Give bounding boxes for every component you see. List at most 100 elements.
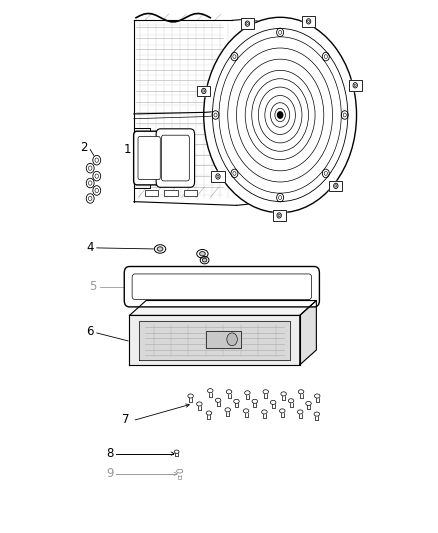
Bar [302,16,315,27]
Bar [272,402,275,408]
Ellipse shape [197,402,202,406]
Ellipse shape [245,70,315,160]
Bar [175,451,178,456]
Circle shape [245,21,250,26]
FancyBboxPatch shape [132,274,311,300]
Ellipse shape [297,410,303,414]
Circle shape [146,148,148,151]
Bar [349,80,362,91]
Ellipse shape [314,394,320,398]
Bar [164,190,177,196]
Bar [246,393,249,399]
Ellipse shape [206,411,212,415]
Circle shape [322,169,329,177]
Circle shape [93,185,101,195]
Ellipse shape [234,399,239,403]
Polygon shape [300,301,316,365]
Circle shape [227,333,237,346]
Text: 1: 1 [124,143,131,156]
Ellipse shape [197,249,208,258]
Circle shape [341,111,348,119]
Circle shape [231,52,238,61]
Circle shape [146,180,148,183]
Bar [241,18,254,29]
Ellipse shape [188,394,193,398]
Bar [184,190,197,196]
Polygon shape [139,321,290,360]
Bar [300,392,303,398]
Bar [164,190,177,196]
Ellipse shape [157,247,163,251]
Polygon shape [130,316,300,365]
Circle shape [86,193,94,203]
Ellipse shape [225,408,230,412]
Ellipse shape [281,392,286,396]
Ellipse shape [212,28,348,201]
Text: 7: 7 [122,413,130,426]
Circle shape [146,140,148,143]
Circle shape [86,178,94,188]
Bar [212,171,225,182]
Ellipse shape [200,252,205,256]
Bar [145,190,158,196]
Circle shape [307,19,311,24]
Bar [241,18,254,29]
Circle shape [86,164,94,173]
Bar [264,392,267,398]
Bar [253,401,256,407]
Polygon shape [134,128,150,188]
Circle shape [278,112,283,118]
Bar [217,400,219,406]
Bar [197,86,210,96]
Ellipse shape [177,470,183,473]
Circle shape [216,174,220,179]
Bar [208,413,211,419]
Polygon shape [134,19,315,203]
Bar [184,190,197,196]
Text: 2: 2 [80,141,87,154]
Bar [197,86,210,96]
Text: 6: 6 [86,325,94,338]
Bar [329,181,343,191]
Ellipse shape [275,108,286,122]
Bar [206,331,241,348]
Ellipse shape [202,259,207,262]
Ellipse shape [288,399,294,403]
Circle shape [93,156,101,165]
Ellipse shape [258,87,302,143]
Bar [281,411,284,417]
Bar [307,403,310,409]
Ellipse shape [226,390,232,394]
Ellipse shape [252,79,308,151]
Ellipse shape [228,48,332,182]
FancyBboxPatch shape [124,266,319,307]
Ellipse shape [204,17,357,213]
Bar [263,412,266,418]
Bar [290,401,293,407]
Text: 3: 3 [169,143,177,156]
Bar [272,210,286,221]
Text: 9: 9 [106,467,113,480]
Ellipse shape [271,103,290,127]
Circle shape [277,193,284,202]
Bar [209,391,212,397]
Bar [189,396,192,402]
Ellipse shape [245,391,250,395]
Circle shape [277,213,281,218]
Circle shape [231,169,238,177]
Bar [299,412,302,418]
Ellipse shape [215,398,221,402]
Ellipse shape [306,401,311,406]
Bar [302,16,315,27]
Bar [349,80,362,91]
Text: 5: 5 [89,280,97,293]
Polygon shape [130,301,316,316]
Ellipse shape [265,95,295,134]
Ellipse shape [208,389,213,393]
FancyBboxPatch shape [138,136,160,180]
Bar [198,404,201,410]
FancyBboxPatch shape [134,131,165,185]
FancyBboxPatch shape [156,129,194,187]
FancyBboxPatch shape [161,135,189,181]
Bar [227,392,230,398]
